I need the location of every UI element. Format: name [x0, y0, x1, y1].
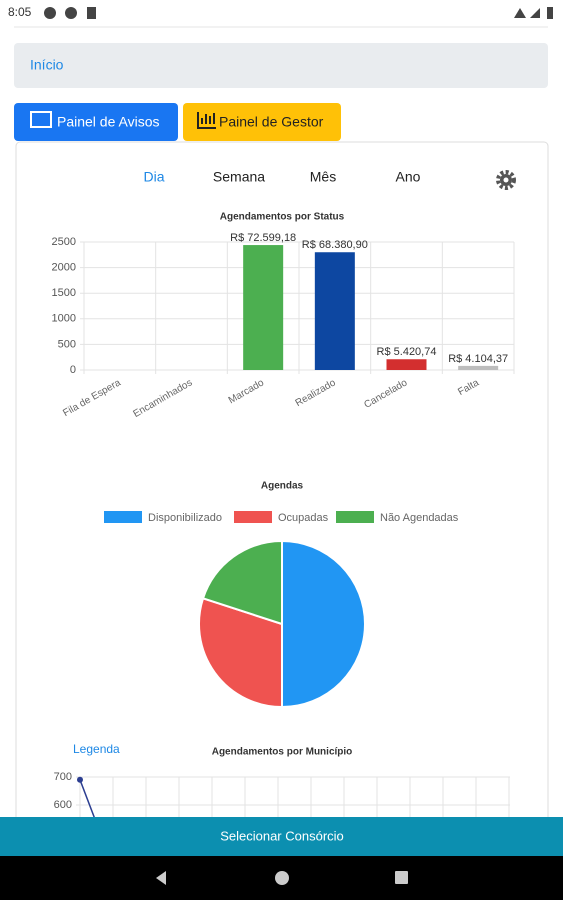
- status-icon: [65, 7, 77, 19]
- chart-title: Agendamentos por Status: [220, 212, 345, 223]
- legend-swatch: [104, 511, 142, 523]
- legend-label: Não Agendadas: [380, 512, 459, 524]
- nav-home[interactable]: [275, 871, 289, 885]
- legend-swatch: [336, 511, 374, 523]
- status-bar: [0, 0, 563, 26]
- legend-swatch: [234, 511, 272, 523]
- tab[interactable]: Dia: [143, 169, 164, 185]
- legend-link: Legenda: [73, 742, 120, 756]
- pie-slice: [281, 539, 366, 709]
- nav-back[interactable]: [156, 871, 166, 885]
- battery-icon: [547, 7, 553, 19]
- bar: [458, 365, 499, 370]
- bar-annotation: R$ 5.420,74: [377, 346, 437, 358]
- y-tick-label: 700: [54, 771, 72, 783]
- status-time: 8:05: [8, 5, 32, 19]
- nav-recent[interactable]: [395, 871, 408, 884]
- bar: [386, 359, 427, 370]
- button[interactable]: [14, 103, 178, 141]
- chart-title: Agendamentos por Município: [212, 747, 353, 758]
- y-tick-label: 1000: [52, 313, 76, 325]
- button[interactable]: [183, 103, 341, 141]
- line-plot: 600 700: [54, 771, 510, 817]
- button-label[interactable]: Painel de Gestor: [219, 114, 324, 130]
- line-point: [77, 776, 83, 783]
- pie-slice: [201, 539, 283, 626]
- line-series: [79, 779, 95, 817]
- y-tick-label: 500: [58, 338, 76, 350]
- bar: [314, 252, 355, 370]
- button-icon: [30, 111, 52, 128]
- status-icon: [87, 7, 96, 19]
- bar-annotation: R$ 72.599,18: [230, 232, 296, 244]
- y-tick-label: 1500: [52, 287, 76, 299]
- bar-annotation: R$ 68.380,90: [302, 239, 368, 251]
- legend-label: Disponibilizado: [148, 512, 222, 524]
- button-icon: [197, 112, 216, 129]
- tab[interactable]: Ano: [396, 169, 421, 185]
- bar-annotation: R$ 4.104,37: [448, 353, 508, 365]
- tab[interactable]: Mês: [310, 169, 336, 185]
- legend-label: Ocupadas: [278, 512, 329, 524]
- settings-icon[interactable]: [496, 170, 516, 190]
- breadcrumb-link[interactable]: Início: [30, 57, 64, 73]
- footer-button-label[interactable]: Selecionar Consórcio: [220, 828, 344, 843]
- y-tick-label: 2500: [52, 236, 76, 248]
- button-label[interactable]: Painel de Avisos: [57, 114, 159, 130]
- y-tick-label: 600: [54, 799, 72, 811]
- y-tick-label: 0: [70, 364, 76, 376]
- chart-title: Agendas: [261, 481, 304, 492]
- pie-slice: [198, 597, 283, 709]
- bar: [243, 245, 284, 370]
- signal-icon: [530, 8, 540, 18]
- wifi-icon: [514, 8, 526, 18]
- footer-button[interactable]: [0, 817, 563, 856]
- tab[interactable]: Semana: [213, 169, 265, 185]
- y-tick-label: 2000: [52, 262, 76, 274]
- breadcrumb-bar: [14, 43, 548, 88]
- status-icon: [44, 7, 56, 19]
